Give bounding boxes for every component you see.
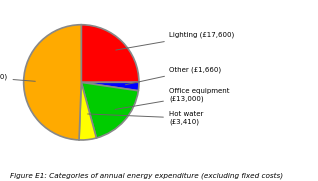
- Wedge shape: [81, 25, 139, 82]
- Wedge shape: [24, 25, 81, 140]
- Text: Other (£1,660): Other (£1,660): [125, 66, 221, 85]
- Text: Heating (£34,800): Heating (£34,800): [0, 73, 35, 81]
- Wedge shape: [81, 82, 138, 138]
- Text: Figure E1: Categories of annual energy expenditure (excluding fixed costs): Figure E1: Categories of annual energy e…: [10, 172, 283, 179]
- Text: Office equipment
(£13,000): Office equipment (£13,000): [115, 88, 229, 110]
- Text: Lighting (£17,600): Lighting (£17,600): [116, 32, 234, 50]
- Text: Hot water
(£3,410): Hot water (£3,410): [88, 111, 203, 125]
- Wedge shape: [81, 82, 139, 91]
- Wedge shape: [79, 82, 96, 140]
